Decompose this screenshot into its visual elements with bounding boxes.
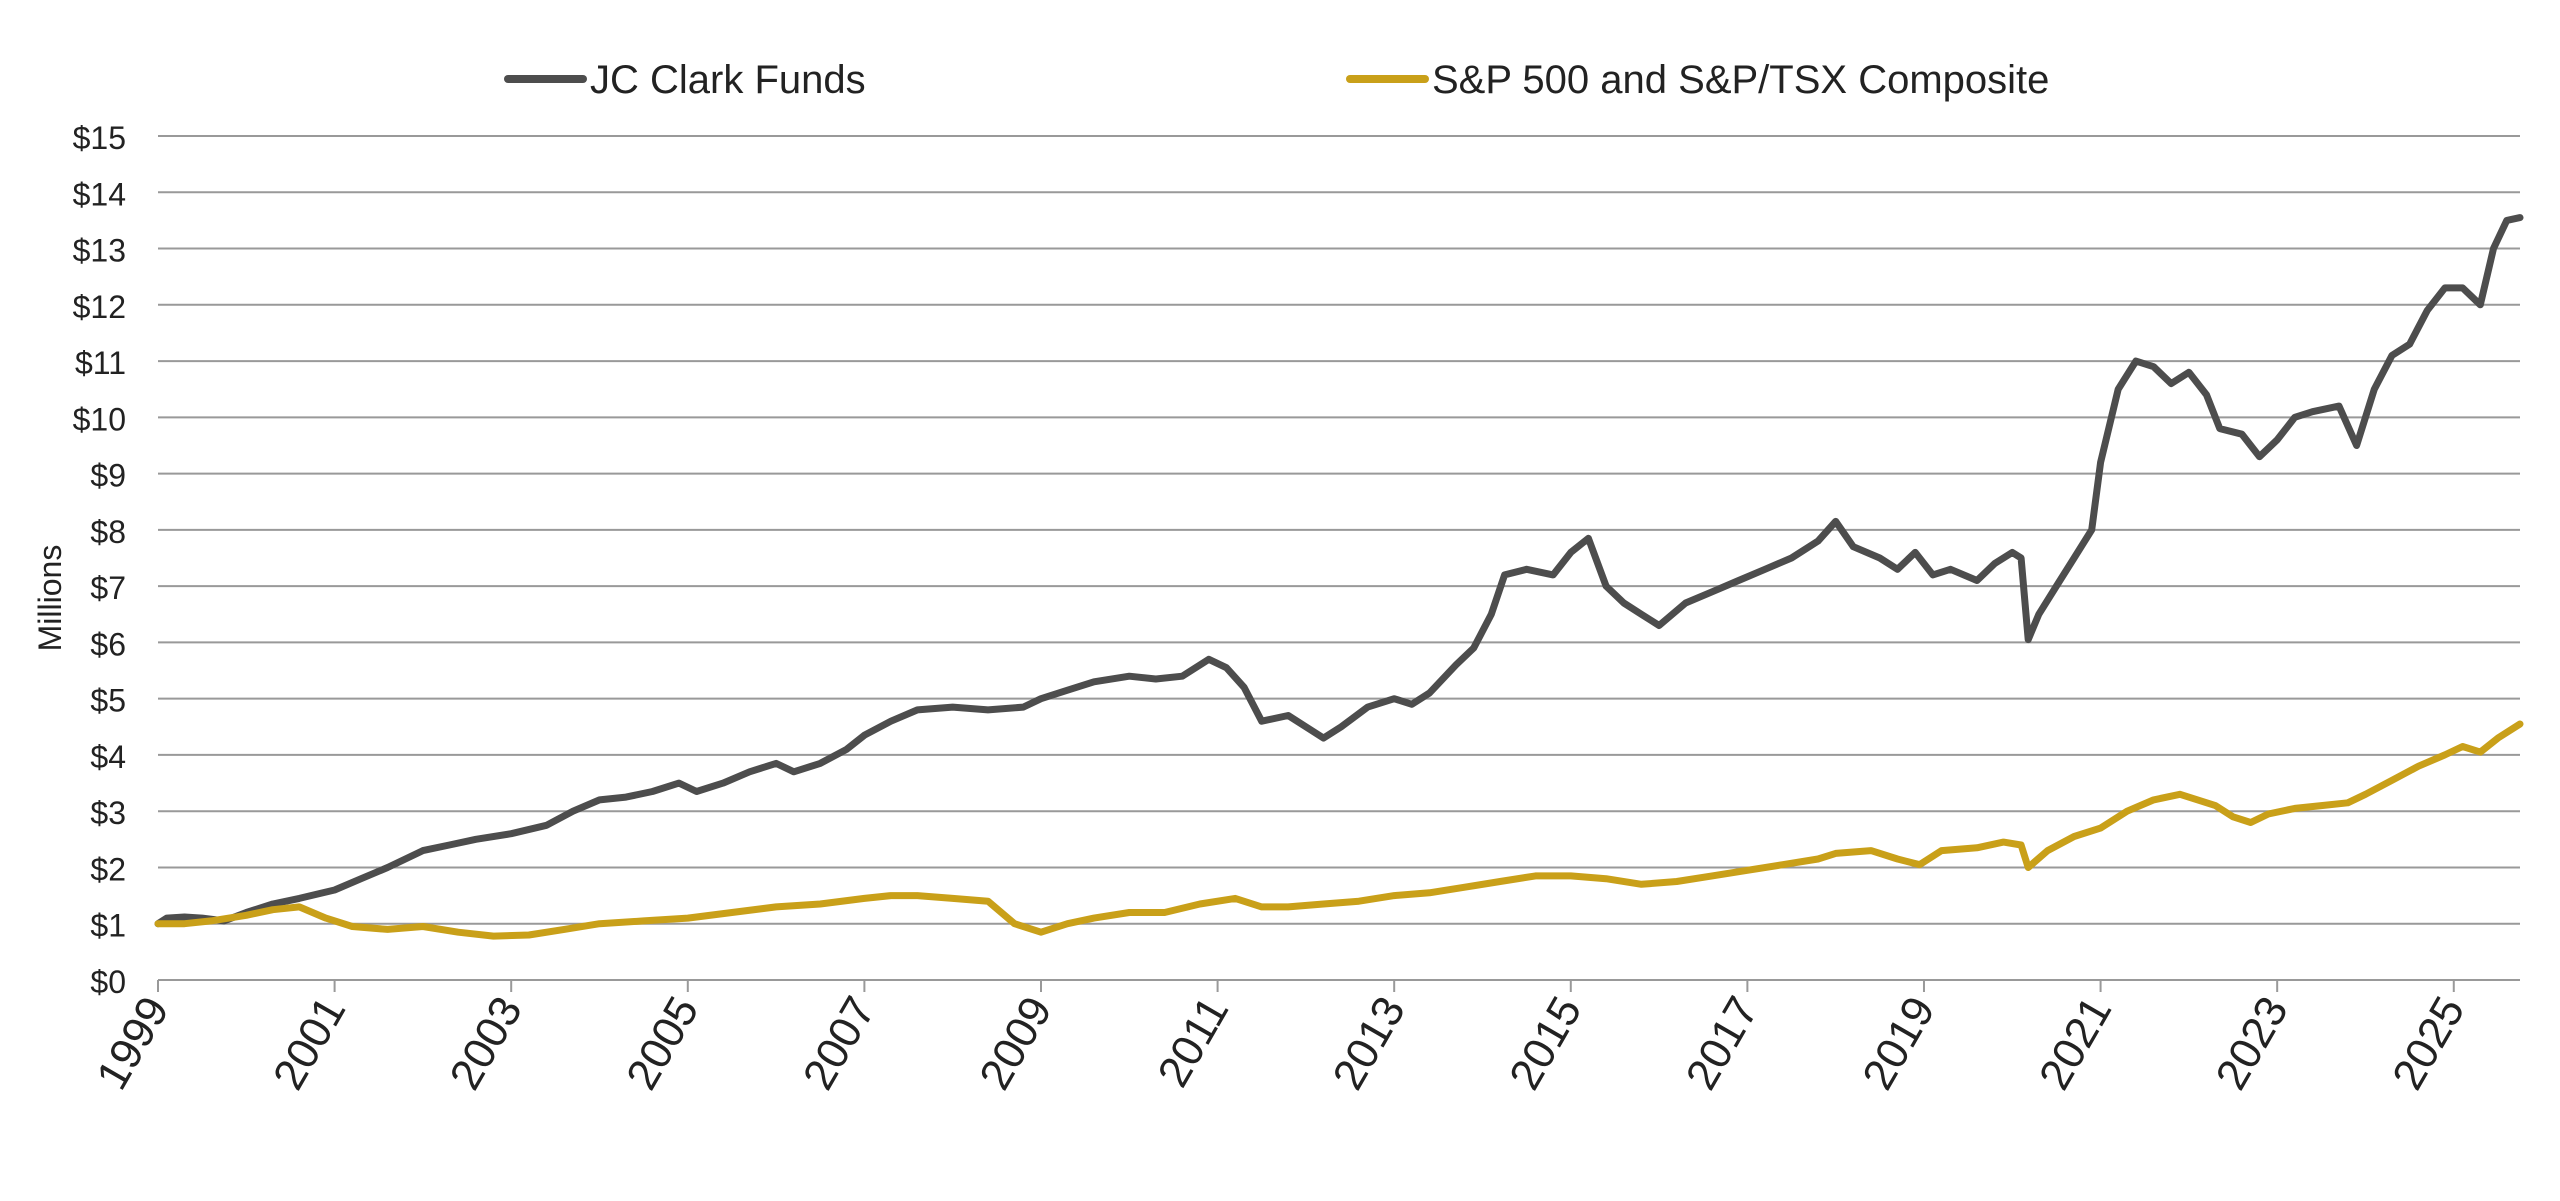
x-tick-label-2015: 2015 (1500, 989, 1591, 1098)
y-tick-label-0: $0 (90, 964, 126, 1000)
x-tick-label-1999: 1999 (87, 989, 178, 1098)
series-lines (154, 214, 2524, 940)
y-tick-label-1: $1 (90, 908, 126, 944)
y-tick-label-12: $12 (73, 289, 126, 325)
y-tick-label-5: $5 (90, 683, 126, 719)
legend: JC Clark Funds S&P 500 and S&P/TSX Compo… (504, 58, 2049, 102)
x-tick-label-2021: 2021 (2030, 989, 2121, 1098)
x-tick-labels: 1999 2001 2003 2005 2007 2009 2011 2013 2015 2017… (87, 980, 2474, 1098)
y-axis-label: Millions (32, 545, 68, 652)
y-tick-labels: $0 $1 $2 $3 $4 $5 $6 $7 $8 $9 $10 $11 $12 $13 $14 $15 (73, 120, 126, 1000)
y-tick-label-3: $3 (90, 795, 126, 831)
y-tick-label-9: $9 (90, 458, 126, 494)
x-tick-label-2001: 2001 (264, 989, 355, 1098)
x-tick-label-2017: 2017 (1677, 989, 1768, 1098)
x-tick-label-2019: 2019 (1853, 989, 1944, 1098)
legend-item-jc-clark-funds: JC Clark Funds (504, 58, 866, 102)
y-tick-label-6: $6 (90, 626, 126, 662)
x-tick-label-2007: 2007 (794, 989, 885, 1098)
y-tick-label-15: $15 (73, 120, 126, 156)
grid-lines (158, 135, 2520, 981)
legend-item-sp500-tsx: S&P 500 and S&P/TSX Composite (1346, 58, 2049, 102)
y-tick-label-13: $13 (73, 233, 126, 269)
series-line-0 (154, 214, 2524, 928)
series-line-1 (154, 720, 2524, 940)
x-tick-label-2025: 2025 (2383, 989, 2474, 1098)
x-tick-label-2013: 2013 (1323, 989, 1414, 1098)
y-tick-label-8: $8 (90, 514, 126, 550)
y-tick-label-7: $7 (90, 570, 126, 606)
y-tick-label-11: $11 (75, 345, 126, 381)
x-tick-label-2023: 2023 (2206, 989, 2297, 1098)
x-tick-label-2011: 2011 (1149, 989, 1239, 1095)
legend-label-sp500-tsx: S&P 500 and S&P/TSX Composite (1432, 58, 2049, 102)
y-tick-label-2: $2 (90, 851, 126, 887)
y-tick-label-14: $14 (73, 176, 126, 212)
x-tick-label-2009: 2009 (970, 989, 1061, 1098)
x-tick-label-2005: 2005 (617, 989, 708, 1098)
legend-label-jc-clark-funds: JC Clark Funds (590, 58, 866, 102)
y-tick-label-4: $4 (90, 739, 126, 775)
x-tick-label-2003: 2003 (440, 989, 531, 1098)
y-tick-label-10: $10 (73, 401, 126, 437)
